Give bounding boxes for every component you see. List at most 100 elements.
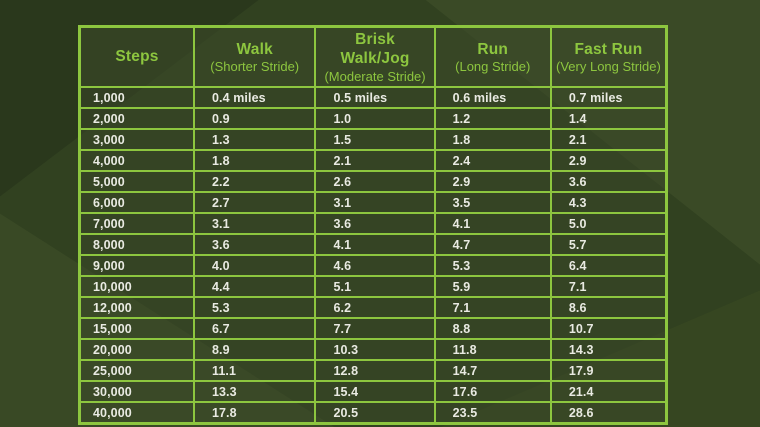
miles-cell: 0.9 — [192, 107, 317, 131]
steps-cell: 8,000 — [78, 233, 195, 257]
miles-cell: 2.1 — [549, 128, 668, 152]
table-row: 25,000 11.1 12.8 14.7 17.9 — [78, 359, 668, 383]
column-subtitle: (Very Long Stride) — [556, 59, 661, 75]
miles-cell: 3.6 — [192, 233, 317, 257]
steps-cell: 2,000 — [78, 107, 195, 131]
miles-cell: 8.9 — [192, 338, 317, 362]
miles-cell: 1.8 — [433, 128, 552, 152]
column-title: Steps — [115, 48, 159, 66]
steps-to-miles-conversion-table: Steps Walk (Shorter Stride) Brisk Walk/Jog(… — [78, 25, 668, 426]
steps-cell: 15,000 — [78, 317, 195, 341]
table-row: 7,000 3.1 3.6 4.1 5.0 — [78, 212, 668, 236]
miles-cell: 6.4 — [549, 254, 668, 278]
table-row: 5,000 2.2 2.6 2.9 3.6 — [78, 170, 668, 194]
column-header-fast-run: Fast Run (Very Long Stride) — [549, 25, 668, 89]
table-row: 9,000 4.0 4.6 5.3 6.4 — [78, 254, 668, 278]
miles-cell: 12.8 — [314, 359, 436, 383]
miles-cell: 2.9 — [549, 149, 668, 173]
miles-cell: 2.9 — [433, 170, 552, 194]
miles-cell: 17.8 — [192, 401, 317, 425]
miles-cell: 23.5 — [433, 401, 552, 425]
miles-cell: 7.1 — [549, 275, 668, 299]
miles-cell: 5.0 — [549, 212, 668, 236]
column-title: Walk — [236, 40, 273, 58]
steps-cell: 40,000 — [78, 401, 195, 425]
table-row: 2,000 0.9 1.0 1.2 1.4 — [78, 107, 668, 131]
steps-cell: 3,000 — [78, 128, 195, 152]
miles-cell: 5.3 — [192, 296, 317, 320]
miles-cell: 6.7 — [192, 317, 317, 341]
miles-cell: 2.7 — [192, 191, 317, 215]
column-title: Fast Run — [574, 40, 643, 58]
miles-cell: 0.7 miles — [549, 86, 668, 110]
miles-cell: 1.8 — [192, 149, 317, 173]
steps-cell: 20,000 — [78, 338, 195, 362]
table-row: 15,000 6.7 7.7 8.8 10.7 — [78, 317, 668, 341]
table-row: 10,000 4.4 5.1 5.9 7.1 — [78, 275, 668, 299]
miles-cell: 14.3 — [549, 338, 668, 362]
miles-cell: 4.4 — [192, 275, 317, 299]
miles-cell: 10.3 — [314, 338, 436, 362]
steps-cell: 30,000 — [78, 380, 195, 404]
miles-cell: 0.4 miles — [192, 86, 317, 110]
column-header-walk: Walk (Shorter Stride) — [192, 25, 317, 89]
table-row: 6,000 2.7 3.1 3.5 4.3 — [78, 191, 668, 215]
miles-cell: 20.5 — [314, 401, 436, 425]
miles-cell: 3.1 — [314, 191, 436, 215]
miles-cell: 4.1 — [314, 233, 436, 257]
table-row: 20,000 8.9 10.3 11.8 14.3 — [78, 338, 668, 362]
miles-cell: 14.7 — [433, 359, 552, 383]
header-row: Steps Walk (Shorter Stride) Brisk Walk/Jog(… — [78, 25, 668, 89]
miles-cell: 17.6 — [433, 380, 552, 404]
miles-cell: 11.1 — [192, 359, 317, 383]
miles-cell: 17.9 — [549, 359, 668, 383]
steps-cell: 6,000 — [78, 191, 195, 215]
miles-cell: 2.4 — [433, 149, 552, 173]
column-title: Run — [477, 40, 509, 58]
miles-cell: 3.6 — [549, 170, 668, 194]
miles-cell: 28.6 — [549, 401, 668, 425]
miles-cell: 7.7 — [314, 317, 436, 341]
miles-cell: 4.3 — [549, 191, 668, 215]
miles-cell: 3.1 — [192, 212, 317, 236]
miles-cell: 3.6 — [314, 212, 436, 236]
column-subtitle: (Long Stride) — [455, 59, 531, 75]
miles-cell: 1.0 — [314, 107, 436, 131]
column-title: Brisk Walk/Jog — [340, 31, 410, 68]
steps-cell: 10,000 — [78, 275, 195, 299]
miles-cell: 5.1 — [314, 275, 436, 299]
miles-cell: 1.3 — [192, 128, 317, 152]
steps-cell: 4,000 — [78, 149, 195, 173]
column-header-steps: Steps — [78, 25, 195, 89]
miles-cell: 2.6 — [314, 170, 436, 194]
miles-cell: 3.5 — [433, 191, 552, 215]
miles-cell: 6.2 — [314, 296, 436, 320]
miles-cell: 11.8 — [433, 338, 552, 362]
steps-cell: 12,000 — [78, 296, 195, 320]
column-header-run: Run (Long Stride) — [433, 25, 552, 89]
table-row: 1,000 0.4 miles 0.5 miles 0.6 miles 0.7 mile… — [78, 86, 668, 110]
miles-cell: 1.5 — [314, 128, 436, 152]
column-subtitle: (Moderate Stride) — [324, 68, 426, 84]
miles-cell: 10.7 — [549, 317, 668, 341]
conversion-table: Steps Walk (Shorter Stride) Brisk Walk/Jog(… — [78, 25, 668, 426]
miles-cell: 4.0 — [192, 254, 317, 278]
miles-cell: 15.4 — [314, 380, 436, 404]
miles-cell: 4.6 — [314, 254, 436, 278]
miles-cell: 21.4 — [549, 380, 668, 404]
miles-cell: 1.4 — [549, 107, 668, 131]
steps-cell: 9,000 — [78, 254, 195, 278]
miles-cell: 0.6 miles — [433, 86, 552, 110]
table-row: 12,000 5.3 6.2 7.1 8.6 — [78, 296, 668, 320]
miles-cell: 8.8 — [433, 317, 552, 341]
miles-cell: 5.9 — [433, 275, 552, 299]
steps-cell: 5,000 — [78, 170, 195, 194]
table-row: 4,000 1.8 2.1 2.4 2.9 — [78, 149, 668, 173]
steps-cell: 1,000 — [78, 86, 195, 110]
miles-cell: 0.5 miles — [314, 86, 436, 110]
miles-cell: 4.1 — [433, 212, 552, 236]
table-row: 3,000 1.3 1.5 1.8 2.1 — [78, 128, 668, 152]
miles-cell: 13.3 — [192, 380, 317, 404]
steps-cell: 25,000 — [78, 359, 195, 383]
